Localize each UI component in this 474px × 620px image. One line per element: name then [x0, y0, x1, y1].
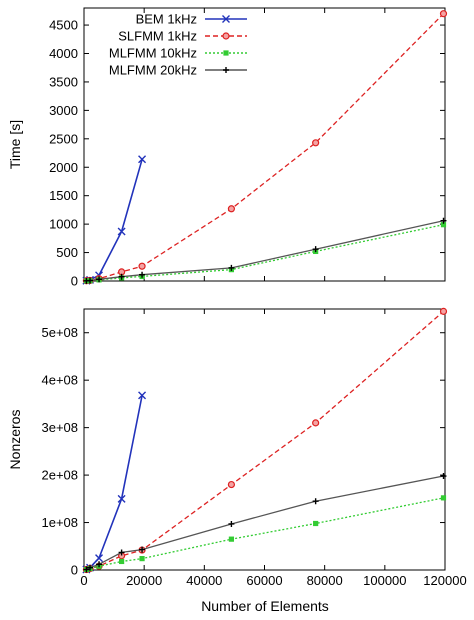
- series-mlfmm-10khz: [83, 495, 447, 573]
- data-point: [118, 549, 125, 556]
- series-mlfmm-10khz: [83, 222, 447, 284]
- data-point: [313, 520, 319, 527]
- data-point: [440, 495, 447, 501]
- data-point: [439, 10, 448, 18]
- series-slfmm-1khz: [82, 307, 448, 574]
- data-point: [227, 205, 236, 213]
- y-tick-label: 3000: [49, 103, 78, 118]
- data-point: [138, 155, 147, 164]
- y-tick-label: 1000: [49, 217, 78, 232]
- series-line: [86, 395, 143, 571]
- x-tick-label: 120000: [423, 573, 466, 588]
- data-point: [440, 217, 447, 224]
- data-point: [440, 473, 447, 480]
- y-tick-label: 2e+08: [41, 468, 78, 483]
- data-point: [118, 273, 125, 280]
- data-point: [87, 564, 94, 571]
- y-tick-label: 4e+08: [41, 373, 78, 388]
- y-tick-label: 0: [71, 274, 78, 289]
- plot-frame: [83, 308, 446, 571]
- data-point: [139, 546, 146, 553]
- y-tick-label: 3500: [49, 74, 78, 89]
- legend-label: MLFMM 10kHz: [109, 46, 197, 61]
- data-point: [138, 391, 147, 400]
- y-tick-label: 0: [71, 563, 78, 578]
- legend-marker: [223, 50, 229, 56]
- data-point: [96, 561, 103, 568]
- series-bem-1khz: [82, 391, 147, 574]
- x-tick-label: 100000: [363, 573, 406, 588]
- x-tick-label: 0: [80, 573, 87, 588]
- x-tick-label: 60000: [246, 573, 282, 588]
- data-point: [96, 276, 103, 283]
- legend: BEM 1kHz SLFMM 1kHz MLFMM 10kHz MLFMM 20kHz: [109, 12, 247, 78]
- data-point: [117, 494, 126, 503]
- data-point: [139, 271, 146, 278]
- data-point: [139, 556, 145, 562]
- data-point: [312, 139, 320, 147]
- series-line: [86, 159, 143, 282]
- y-tick-label: 4000: [49, 46, 78, 61]
- y-tick-label: 500: [56, 245, 78, 260]
- y-tick-label: 3e+08: [41, 420, 78, 435]
- nonzeros-chart: 0 20000 40000 60000 80000 100000 120000 0 1e+08 2…: [7, 307, 467, 588]
- data-point: [440, 222, 447, 228]
- series-line: [86, 220, 444, 282]
- data-point: [138, 262, 146, 270]
- data-point: [119, 558, 125, 565]
- y-tick-label: 2500: [49, 131, 78, 146]
- legend-label: MLFMM 20kHz: [109, 63, 197, 78]
- series-mlfmm-20khz: [83, 217, 447, 284]
- x-tick-label: 20000: [126, 573, 162, 588]
- legend-marker: [223, 67, 229, 73]
- legend-label: SLFMM 1kHz: [118, 29, 197, 44]
- y-tick-label: 2000: [49, 160, 78, 175]
- data-point: [87, 277, 94, 284]
- data-point: [228, 536, 235, 542]
- y-tick-label: 1e+08: [41, 515, 78, 530]
- data-point: [312, 419, 320, 427]
- x-tick-label: 80000: [307, 573, 343, 588]
- data-point: [227, 480, 236, 489]
- legend-label: BEM 1kHz: [136, 12, 197, 27]
- data-point: [95, 554, 104, 563]
- y-axis-title: Time [s]: [7, 120, 23, 169]
- x-axis-title: Number of Elements: [201, 598, 329, 614]
- legend-marker: [222, 32, 230, 40]
- y-tick-label: 4500: [49, 18, 78, 33]
- series-line: [86, 310, 444, 571]
- data-point: [312, 246, 319, 253]
- y-tick-label: 1500: [49, 188, 78, 203]
- series-mlfmm-20khz: [83, 473, 447, 573]
- time-chart: 0 500 1000 1500 2000 2500 3000 3500 4000 4500 Time…: [7, 7, 448, 289]
- data-point: [83, 566, 90, 573]
- data-point: [117, 227, 126, 236]
- y-axis-title: Nonzeros: [7, 410, 23, 470]
- legend-marker: [222, 15, 230, 23]
- series-line: [86, 13, 444, 282]
- series-line: [86, 475, 444, 571]
- x-tick-label: 40000: [186, 573, 222, 588]
- data-point: [228, 520, 235, 527]
- y-tick-label: 5e+08: [41, 325, 78, 340]
- data-point: [439, 307, 448, 315]
- data-point: [228, 264, 235, 271]
- data-point: [312, 498, 319, 505]
- series-bem-1khz: [82, 155, 147, 285]
